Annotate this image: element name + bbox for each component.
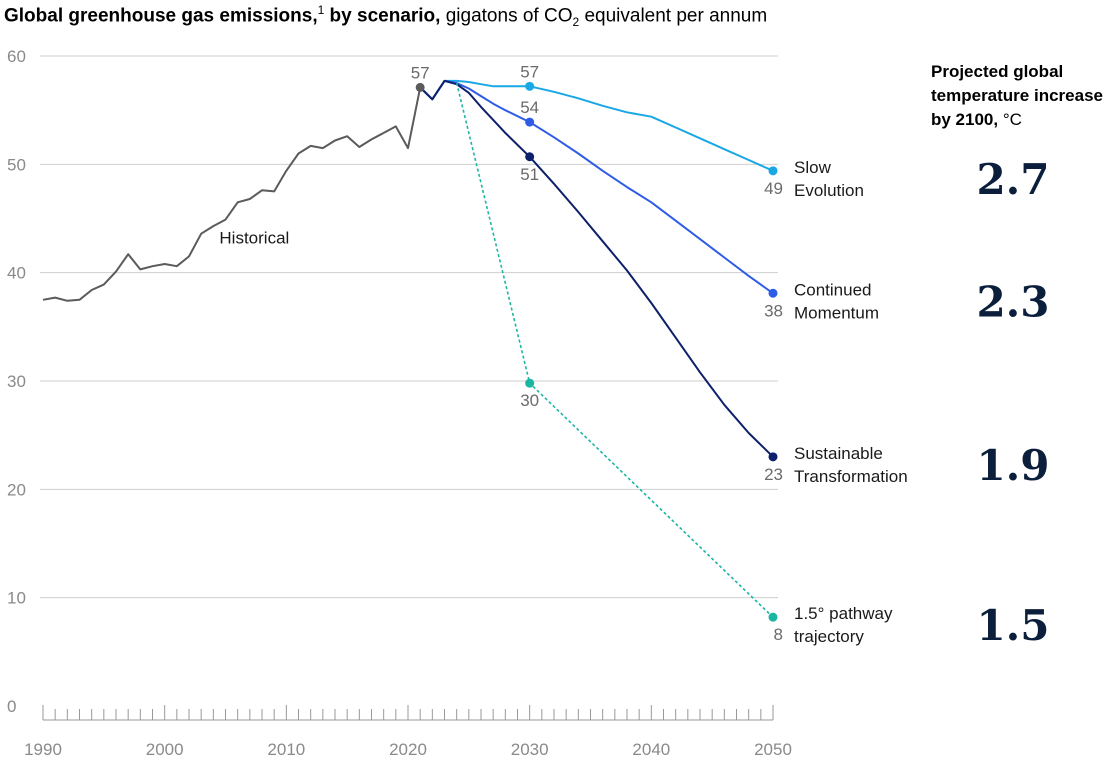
y-tick-label-50: 50 <box>7 155 26 174</box>
temperature-value-continued-momentum: 2.3 <box>976 277 1049 326</box>
scenario-label-sustainable-transformation-2: Transformation <box>794 467 908 486</box>
y-tick-label-0: 0 <box>7 697 16 716</box>
y-tick-label-30: 30 <box>7 372 26 391</box>
title-rest: gigatons of CO <box>440 5 573 27</box>
scenario-label-continued-momentum-2: Momentum <box>794 303 879 322</box>
series-line-continued-momentum <box>419 79 774 295</box>
data-label-1-5-pathway-trajectory-2050: 8 <box>774 625 783 644</box>
x-tick-label-2010: 2010 <box>267 740 305 759</box>
title-bold: Global greenhouse gas emissions, <box>4 5 318 27</box>
scenario-label-continued-momentum-1: Continued <box>794 280 872 299</box>
scenario-label-slow-evolution-2: Evolution <box>794 181 864 200</box>
data-label-sustainable-transformation-2050: 23 <box>764 465 783 484</box>
scenario-label-sustainable-transformation-1: Sustainable <box>794 444 883 463</box>
data-label-historical-2021: 57 <box>411 63 430 82</box>
temperature-header-unit: °C <box>998 110 1022 129</box>
annotation-historical: Historical <box>219 228 289 247</box>
title-bold-2: by scenario, <box>324 5 441 27</box>
data-label-1-5-pathway-trajectory-2030: 30 <box>520 391 539 410</box>
data-label-slow-evolution-2050: 49 <box>764 179 783 198</box>
y-tick-label-40: 40 <box>7 264 26 283</box>
y-tick-label-20: 20 <box>7 480 26 499</box>
point-slow-evolution-2030 <box>525 81 535 91</box>
x-tick-label-2000: 2000 <box>146 740 184 759</box>
series-line-slow-evolution <box>419 79 774 172</box>
point-historical-2021 <box>415 82 425 92</box>
series-line-sustainable-transformation <box>419 79 774 458</box>
x-tick-label-2040: 2040 <box>632 740 670 759</box>
data-label-continued-momentum-2030: 54 <box>520 98 539 117</box>
x-tick-label-2020: 2020 <box>389 740 427 759</box>
data-label-continued-momentum-2050: 38 <box>764 301 783 320</box>
scenario-label-1-5-pathway-trajectory-2: trajectory <box>794 627 864 646</box>
series-line-historical <box>42 87 422 302</box>
scenario-label-slow-evolution-1: Slow <box>794 158 832 177</box>
point-continued-momentum-2050 <box>768 288 778 298</box>
temperature-value-slow-evolution: 2.7 <box>976 155 1049 204</box>
point-slow-evolution-2050 <box>768 166 778 176</box>
x-tick-label-2030: 2030 <box>511 740 549 759</box>
y-tick-label-60: 60 <box>7 47 26 66</box>
series-line-1-5-pathway-trajectory <box>455 82 774 618</box>
data-label-sustainable-transformation-2030: 51 <box>520 165 539 184</box>
x-tick-label-1990: 1990 <box>24 740 62 759</box>
chart-title: Global greenhouse gas emissions,1 by sce… <box>4 3 767 29</box>
point-sustainable-transformation-2050 <box>768 452 778 462</box>
y-tick-label-10: 10 <box>7 589 26 608</box>
title-footnote: 1 <box>317 3 325 17</box>
point-sustainable-transformation-2030 <box>525 152 535 162</box>
title-subscript: 2 <box>572 15 580 30</box>
scenario-label-1-5-pathway-trajectory-1: 1.5° pathway <box>794 604 893 623</box>
temperature-value-1-5-pathway-trajectory: 1.5 <box>976 601 1049 650</box>
point-1-5-pathway-trajectory-2050 <box>768 612 778 622</box>
title-rest-suffix: equivalent per annum <box>579 5 768 27</box>
temperature-value-sustainable-transformation: 1.9 <box>976 441 1049 490</box>
x-tick-label-2050: 2050 <box>754 740 792 759</box>
data-label-slow-evolution-2030: 57 <box>520 62 539 81</box>
point-continued-momentum-2030 <box>525 117 535 127</box>
temperature-header-bold: Projected global temperature increase by… <box>931 62 1103 129</box>
temperature-header: Projected global temperature increase by… <box>931 60 1120 132</box>
point-1-5-pathway-trajectory-2030 <box>525 378 535 388</box>
